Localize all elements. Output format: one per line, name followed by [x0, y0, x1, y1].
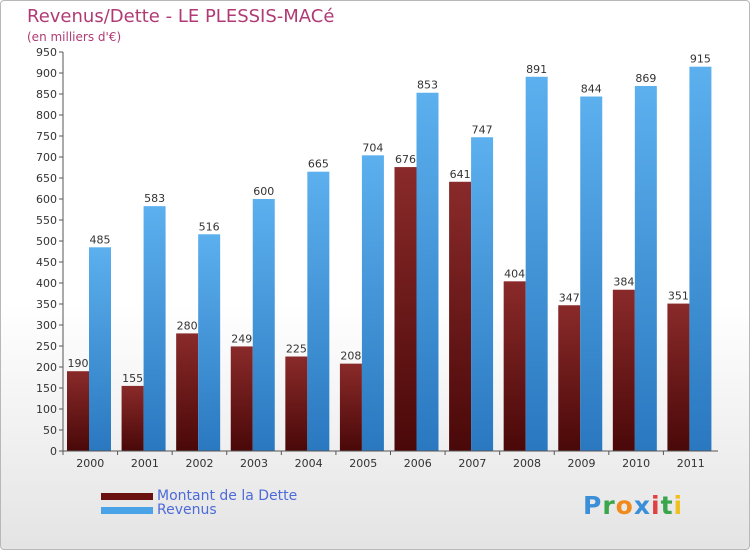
y-tick-label: 400 — [36, 277, 57, 290]
logo-letter: x — [633, 491, 651, 520]
bar-debt-2009 — [558, 305, 581, 451]
data-label-debt-2002: 280 — [177, 319, 198, 332]
x-tick-label: 2011 — [677, 457, 705, 470]
legend-item-revenus: Revenus — [101, 502, 217, 518]
logo-letter: i — [673, 491, 684, 520]
data-label-revenus-2000: 485 — [90, 233, 111, 246]
x-tick-label: 2010 — [622, 457, 650, 470]
chart-title: Revenus/Dette - LE PLESSIS-MACé — [27, 6, 335, 27]
data-label-debt-2004: 225 — [286, 343, 307, 356]
bar-debt-2011 — [667, 303, 690, 451]
bar-revenus-2009 — [580, 96, 603, 452]
data-label-revenus-2011: 915 — [690, 53, 711, 66]
y-tick-label: 750 — [36, 130, 57, 143]
x-tick-label: 2007 — [458, 457, 486, 470]
bar-revenus-2010 — [634, 86, 657, 452]
logo-letter: P — [583, 491, 603, 520]
x-tick-label: 2000 — [76, 457, 104, 470]
data-label-debt-2005: 208 — [340, 350, 361, 363]
data-label-revenus-2009: 844 — [581, 83, 602, 96]
data-label-revenus-2010: 869 — [635, 72, 656, 85]
bar-revenus-2011 — [689, 66, 712, 451]
data-label-debt-2003: 249 — [231, 332, 252, 345]
data-label-debt-2001: 155 — [122, 372, 143, 385]
bar-revenus-2004 — [307, 171, 330, 451]
logo-letter: r — [602, 491, 616, 520]
bar-revenus-2003 — [252, 199, 275, 451]
chart-subtitle: (en milliers d'€) — [27, 30, 122, 44]
bar-revenus-2002 — [198, 234, 221, 451]
x-tick-label: 2004 — [295, 457, 323, 470]
y-tick-label: 800 — [36, 109, 57, 122]
data-label-debt-2010: 384 — [613, 276, 634, 289]
bar-revenus-2006 — [416, 92, 439, 452]
data-label-revenus-2003: 600 — [253, 185, 274, 198]
y-tick-label: 300 — [36, 319, 57, 332]
y-tick-label: 0 — [50, 445, 57, 458]
data-label-revenus-2008: 891 — [526, 63, 547, 76]
y-tick-label: 950 — [36, 46, 57, 59]
y-tick-label: 650 — [36, 172, 57, 185]
bar-revenus-2000 — [89, 247, 111, 451]
y-tick-label: 500 — [36, 235, 57, 248]
data-label-revenus-2002: 516 — [199, 220, 220, 233]
data-label-debt-2011: 351 — [668, 290, 689, 303]
bar-revenus-2007 — [471, 137, 494, 451]
bar-revenus-2008 — [525, 76, 548, 451]
legend-swatch-revenus — [101, 506, 153, 514]
proxiti-logo: Proxiti — [583, 491, 683, 520]
x-tick-label: 2006 — [404, 457, 432, 470]
x-tick-label: 2008 — [513, 457, 541, 470]
y-tick-label: 700 — [36, 151, 57, 164]
data-label-revenus-2001: 583 — [144, 192, 165, 205]
bar-debt-2008 — [503, 281, 526, 451]
bar-debt-2002 — [176, 333, 199, 451]
bar-debt-2005 — [339, 363, 362, 451]
y-tick-label: 900 — [36, 67, 57, 80]
data-label-debt-2000: 190 — [68, 357, 89, 370]
legend-swatch-debt — [101, 492, 153, 500]
bar-revenus-2005 — [361, 155, 384, 451]
data-label-revenus-2004: 665 — [308, 158, 329, 171]
bar-debt-2003 — [230, 346, 253, 451]
legend-item-debt: Montant de la Dette — [101, 488, 297, 504]
y-tick-label: 450 — [36, 256, 57, 269]
bar-debt-2004 — [285, 356, 308, 451]
bar-debt-2006 — [394, 167, 417, 451]
data-label-debt-2006: 676 — [395, 153, 416, 166]
x-tick-label: 2001 — [131, 457, 159, 470]
data-label-revenus-2005: 704 — [362, 141, 383, 154]
y-tick-label: 200 — [36, 361, 57, 374]
x-tick-label: 2003 — [240, 457, 268, 470]
data-label-debt-2009: 347 — [559, 291, 580, 304]
y-tick-label: 150 — [36, 382, 57, 395]
y-tick-label: 600 — [36, 193, 57, 206]
data-label-revenus-2007: 747 — [472, 123, 493, 136]
y-tick-label: 850 — [36, 88, 57, 101]
data-label-debt-2007: 641 — [450, 168, 471, 181]
y-tick-label: 350 — [36, 298, 57, 311]
y-tick-label: 50 — [43, 424, 57, 437]
logo-letter: t — [660, 491, 674, 520]
y-tick-label: 250 — [36, 340, 57, 353]
x-tick-label: 2009 — [568, 457, 596, 470]
legend-label-revenus: Revenus — [157, 502, 217, 518]
x-tick-label: 2002 — [185, 457, 213, 470]
y-tick-label: 100 — [36, 403, 57, 416]
x-tick-label: 2005 — [349, 457, 377, 470]
logo-letter: o — [615, 491, 634, 520]
bar-debt-2007 — [449, 181, 472, 451]
legend-label-debt: Montant de la Dette — [157, 488, 298, 504]
bar-debt-2000 — [67, 371, 89, 451]
y-tick-label: 550 — [36, 214, 57, 227]
logo-letter: i — [651, 491, 661, 520]
bar-debt-2010 — [612, 289, 635, 451]
bar-debt-2001 — [121, 385, 144, 451]
data-label-revenus-2006: 853 — [417, 79, 438, 92]
bar-revenus-2001 — [143, 206, 166, 451]
data-label-debt-2008: 404 — [504, 267, 525, 280]
